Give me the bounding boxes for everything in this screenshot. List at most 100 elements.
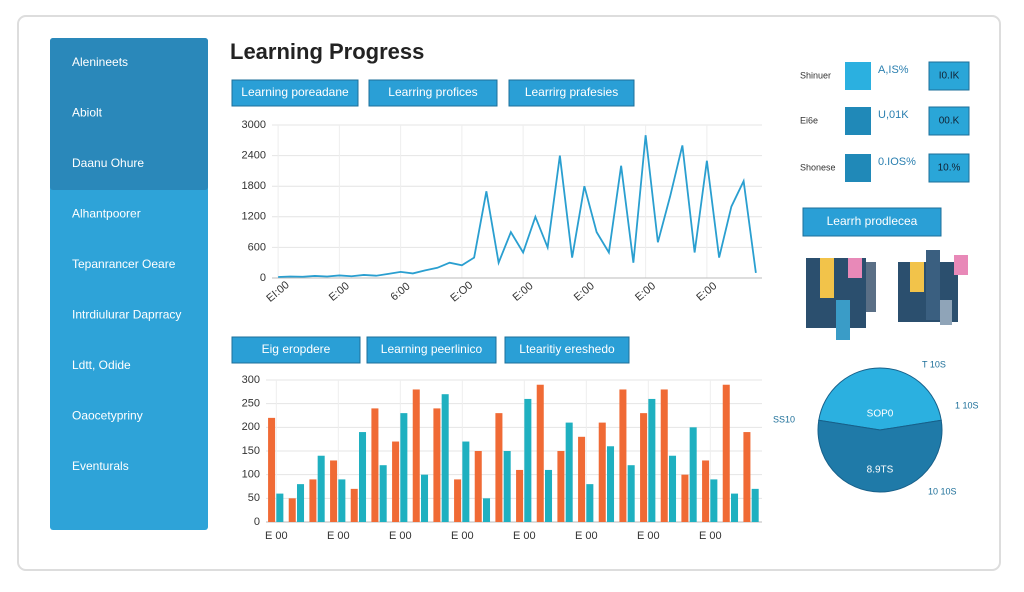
bar	[619, 389, 627, 522]
stat-badge-label: 00.K	[939, 116, 960, 127]
pie-annotation: 1 10S	[955, 400, 979, 410]
bar	[400, 413, 408, 522]
pie-annotation: T 10S	[922, 359, 946, 369]
tab-button-label[interactable]: Eig eropdere	[262, 342, 331, 356]
bar	[350, 488, 358, 522]
bar	[660, 389, 668, 522]
stat-badge	[928, 153, 970, 183]
bar	[710, 479, 718, 522]
x-tick-label: E 00	[699, 530, 722, 542]
card	[17, 15, 1001, 571]
tab-button-label[interactable]: Learning poreadane	[241, 85, 349, 99]
tab-button[interactable]	[366, 336, 497, 364]
bar	[454, 479, 462, 522]
pie-label: SOP0	[867, 409, 894, 420]
bar	[495, 413, 503, 522]
tab-button[interactable]	[504, 336, 630, 364]
bar	[441, 394, 449, 522]
tab-button-label[interactable]: Learning peerlinico	[381, 342, 483, 356]
stat-badge	[928, 106, 970, 136]
y-tick-label: 3000	[242, 119, 266, 131]
sidebar-item[interactable]: Intrdiulurar Daprracy	[72, 308, 181, 322]
tab-button[interactable]	[508, 79, 635, 107]
side-button-label[interactable]: Learrh prodlecea	[827, 214, 918, 228]
sidebar-active	[50, 38, 208, 190]
y-tick-label: 2400	[242, 150, 266, 162]
bar	[433, 408, 441, 522]
tab-button[interactable]	[231, 336, 361, 364]
y-tick-label: 600	[248, 241, 266, 253]
sidebar-item[interactable]: Oaocetypriny	[72, 409, 143, 423]
bar	[557, 451, 565, 522]
y-tick-label: 250	[242, 398, 260, 410]
bar	[503, 451, 511, 522]
sidebar-item[interactable]: Daanu Ohure	[72, 156, 144, 170]
sidebar-item[interactable]: Eventurals	[72, 459, 129, 473]
bar	[392, 441, 400, 522]
bar	[359, 432, 367, 522]
stat-box	[845, 154, 871, 182]
bar	[276, 493, 284, 522]
bar	[751, 488, 759, 522]
x-tick-label: E 00	[265, 530, 288, 542]
stat-label: Shonese	[800, 162, 836, 172]
stat-value: A,IS%	[878, 64, 909, 76]
decor-bars	[806, 250, 968, 340]
bar	[607, 446, 615, 522]
bar	[598, 422, 606, 522]
sidebar-item[interactable]: Abiolt	[72, 106, 103, 120]
bar	[309, 479, 317, 522]
bar	[743, 432, 751, 522]
y-tick-label: 1800	[242, 180, 266, 192]
bar	[731, 493, 739, 522]
x-tick-label: E 00	[637, 530, 660, 542]
bar	[627, 465, 635, 522]
bar	[371, 408, 379, 522]
tab-button[interactable]	[368, 79, 498, 107]
x-tick-label: E 00	[451, 530, 474, 542]
bar	[689, 427, 697, 522]
bar	[722, 384, 730, 522]
sidebar-item[interactable]: Alhantpoorer	[72, 207, 141, 221]
tab-button-label[interactable]: Learrirg prafesies	[525, 85, 618, 99]
bar	[669, 455, 677, 522]
pie-slice	[817, 419, 943, 493]
stat-label: Shinuer	[800, 70, 831, 80]
stat-badge-label: 10.%	[938, 163, 961, 174]
bar	[317, 455, 325, 522]
bar	[288, 498, 296, 522]
tab-button[interactable]	[231, 79, 359, 107]
bar	[640, 413, 648, 522]
stat-box	[845, 107, 871, 135]
bar	[536, 384, 544, 522]
y-tick-label: 50	[248, 492, 260, 504]
sidebar-item[interactable]: Tepanrancer Oeare	[72, 257, 176, 271]
tab-button-label[interactable]: Learring profices	[388, 85, 477, 99]
y-tick-label: 150	[242, 445, 260, 457]
sidebar-item[interactable]: Ldtt, Odide	[72, 358, 131, 372]
bar	[268, 417, 276, 522]
x-tick-label: E 00	[513, 530, 536, 542]
y-tick-label: 0	[254, 516, 260, 528]
pie-label: 8.9TS	[867, 465, 894, 476]
bar	[474, 451, 482, 522]
bar	[483, 498, 491, 522]
bar	[330, 460, 338, 522]
pie-annotation: SS10	[773, 414, 795, 424]
bar	[297, 484, 305, 522]
stat-value: 0.IOS%	[878, 156, 916, 168]
line-series	[278, 135, 757, 278]
bar	[412, 389, 420, 522]
sidebar-item[interactable]: Alenineets	[72, 55, 128, 69]
stat-box	[845, 62, 871, 90]
y-tick-label: 1200	[242, 211, 266, 223]
tab-button-label[interactable]: Ltearitiy ereshedo	[519, 342, 615, 356]
bar	[681, 474, 689, 522]
stat-badge-label: I0.IK	[939, 71, 960, 82]
bar	[421, 474, 429, 522]
bar	[578, 436, 586, 522]
stat-value: U,01K	[878, 109, 909, 121]
side-button[interactable]	[802, 207, 942, 237]
y-tick-label: 100	[242, 469, 260, 481]
